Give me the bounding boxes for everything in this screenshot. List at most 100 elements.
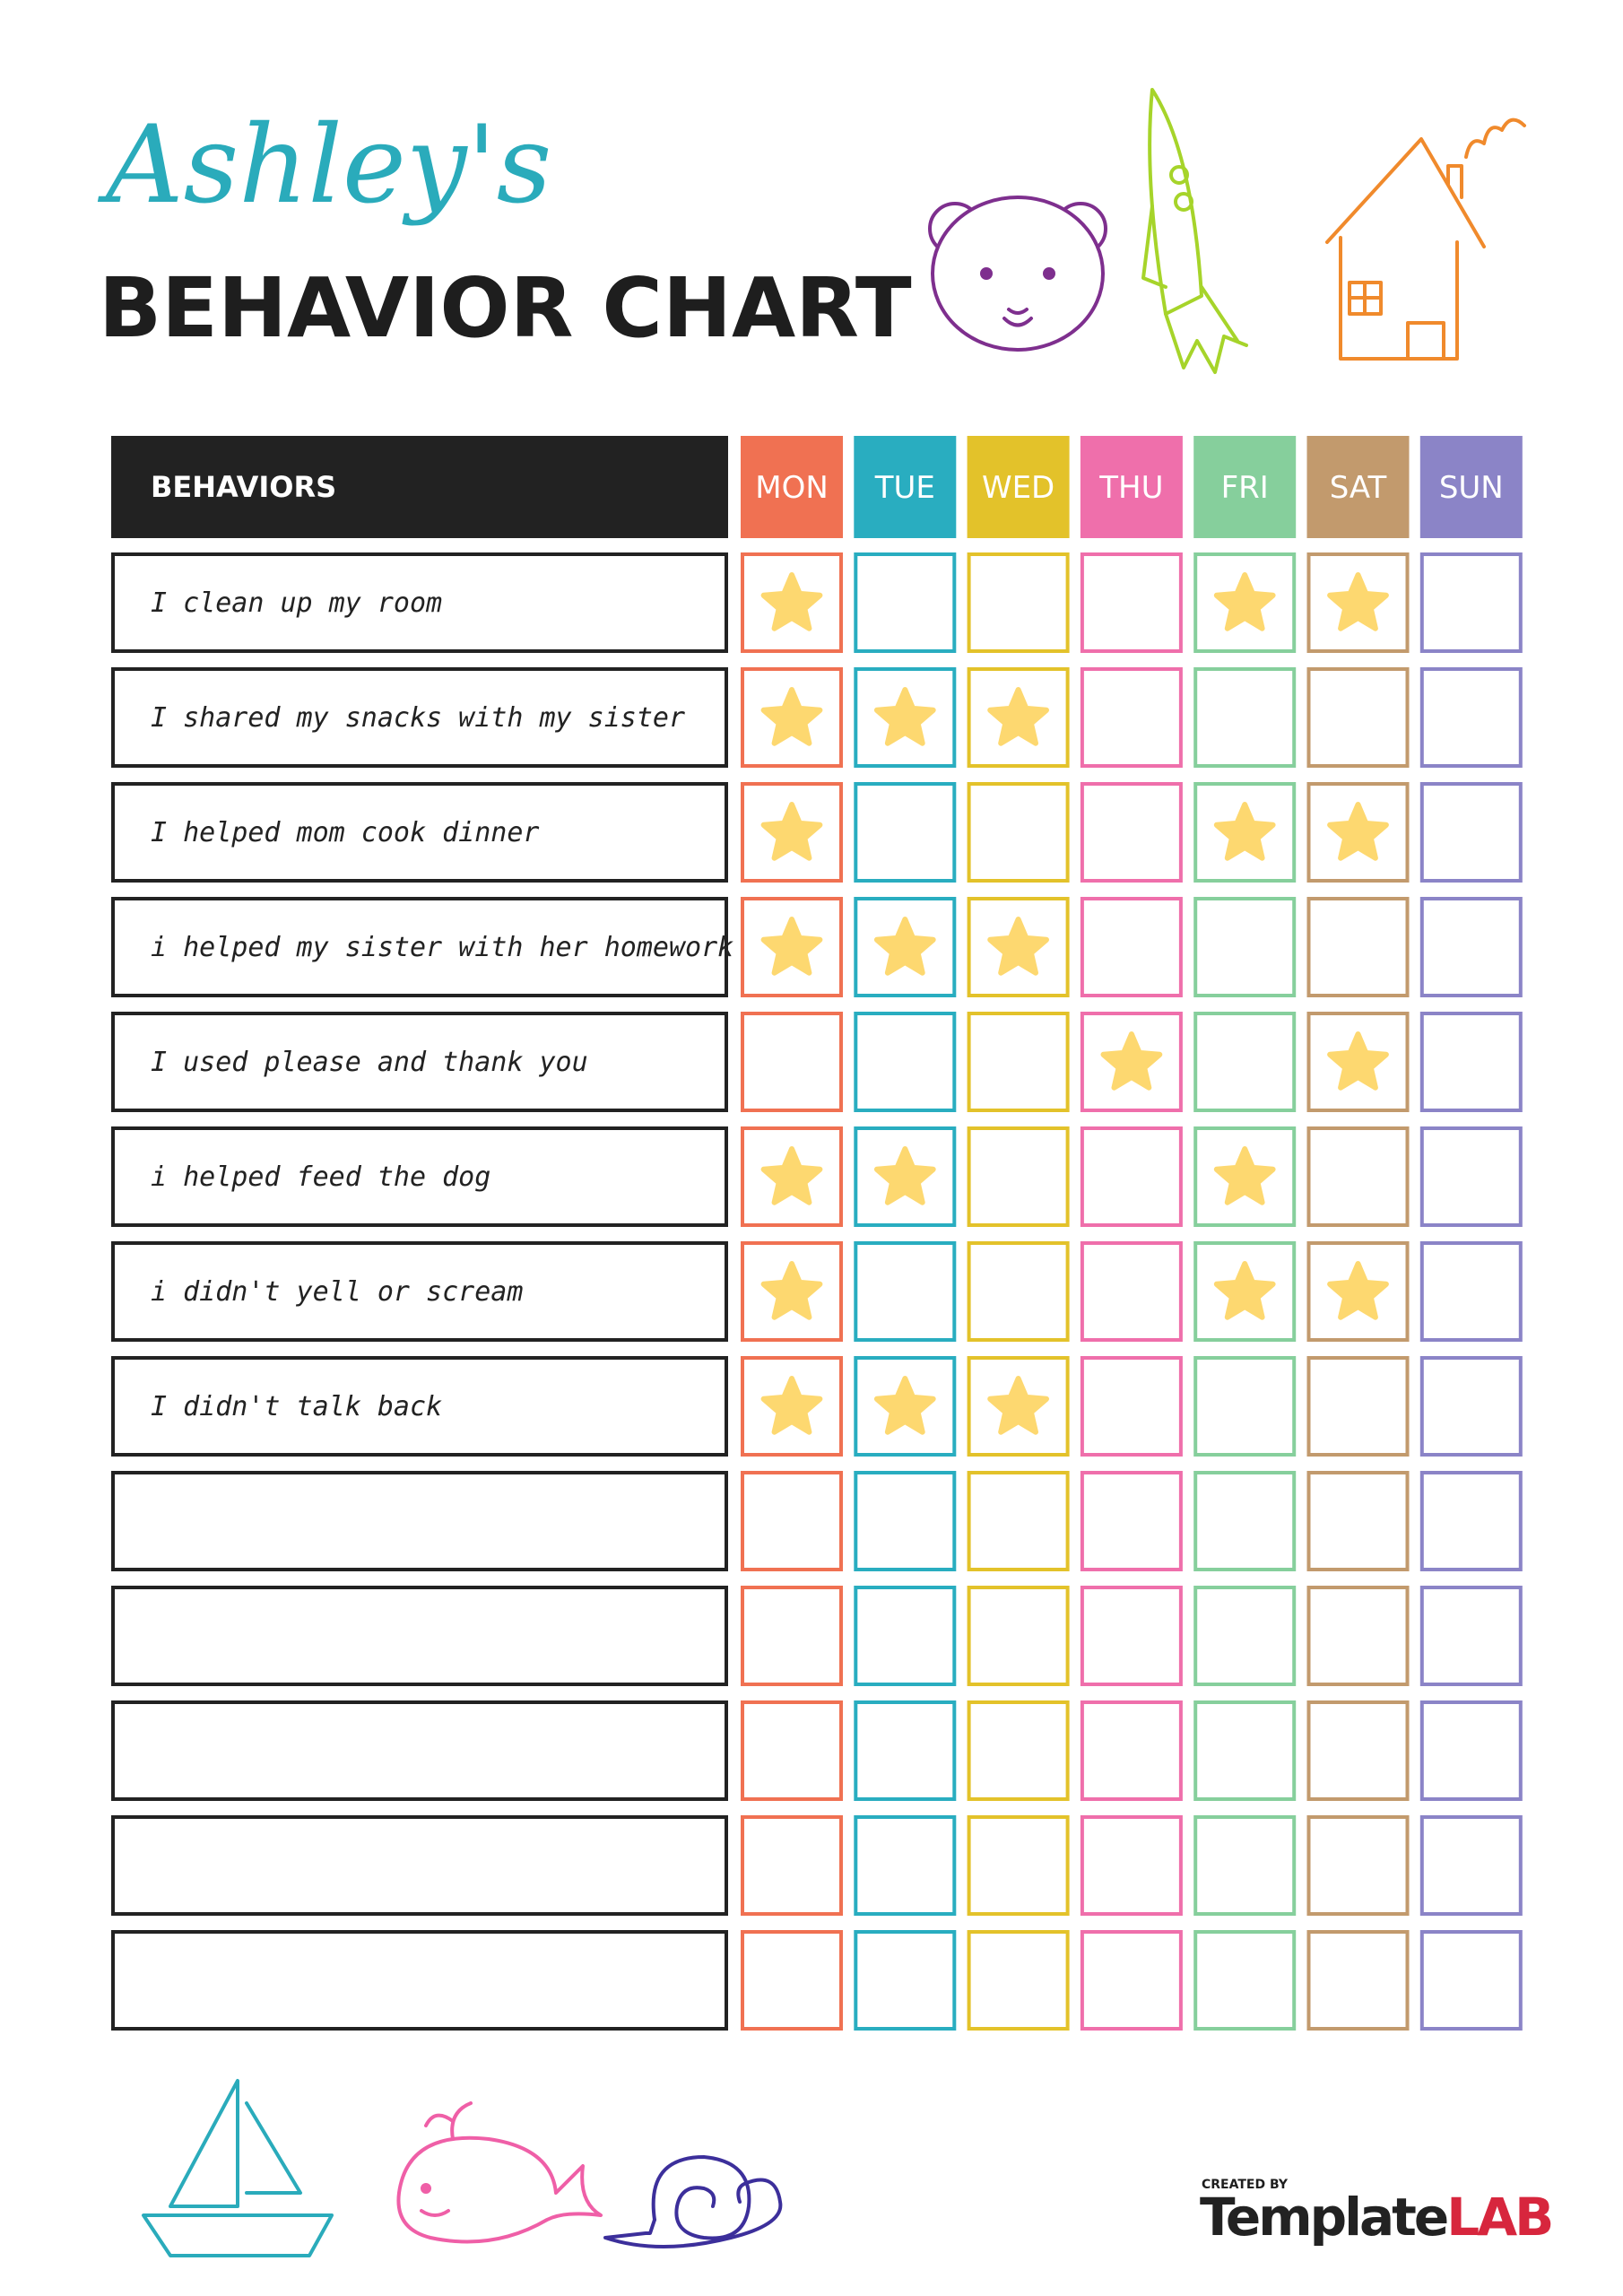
behavior-cell [111, 1700, 728, 1801]
day-cell [967, 782, 1070, 883]
day-cell [1080, 1700, 1183, 1801]
whale-doodle [396, 2101, 603, 2244]
star [873, 1146, 936, 1205]
day-cell [1419, 1356, 1523, 1457]
behavior-cell [111, 1012, 728, 1112]
day-cell [1193, 1241, 1297, 1342]
day-cell [741, 1930, 843, 2031]
day-header [1419, 436, 1523, 538]
day-cell [1419, 1815, 1523, 1916]
day-cell [967, 1700, 1070, 1801]
star [1213, 1261, 1276, 1320]
day-cell [1080, 1471, 1183, 1571]
star [873, 917, 936, 976]
star [987, 917, 1049, 976]
day-cell [741, 667, 843, 768]
day-cell [1193, 1356, 1297, 1457]
day-cell [1306, 1471, 1410, 1571]
day-header [1080, 436, 1183, 538]
star [760, 917, 823, 976]
star [987, 1376, 1049, 1435]
day-cell [1080, 1930, 1183, 2031]
day-cell [1193, 782, 1297, 883]
logo: TemplateLAB [1200, 2187, 1551, 2248]
day-cell [1193, 1012, 1297, 1112]
behavior-text: I clean up my room [151, 587, 442, 619]
day-cell [1080, 552, 1183, 653]
day-cell [1419, 897, 1523, 997]
day-cell [967, 1356, 1070, 1457]
behavior-text: i didn't yell or scream [151, 1276, 523, 1308]
day-label: SAT [1330, 470, 1387, 506]
house-doodle [1325, 117, 1526, 361]
behavior-cell [111, 1126, 728, 1227]
day-cell [1080, 1815, 1183, 1916]
day-cell [1080, 1241, 1183, 1342]
bear-doodle [928, 196, 1107, 352]
behavior-text: i helped feed the dog [151, 1161, 490, 1193]
day-cell [854, 1586, 957, 1686]
day-label: TUE [874, 470, 935, 506]
day-cell [967, 1241, 1070, 1342]
day-cell [1306, 1356, 1410, 1457]
star [1327, 1261, 1389, 1320]
day-cell [854, 1471, 957, 1571]
day-cell [854, 667, 957, 768]
day-cell [967, 1930, 1070, 2031]
chart-title: BEHAVIOR CHART [99, 260, 912, 356]
day-label: SUN [1439, 470, 1504, 506]
day-label: FRI [1221, 470, 1269, 506]
day-cell [741, 897, 843, 997]
behavior-text: I didn't talk back [151, 1391, 442, 1422]
day-cell [1306, 1930, 1410, 2031]
day-cell [741, 1356, 843, 1457]
star [1213, 572, 1276, 631]
day-cell [967, 552, 1070, 653]
day-label: THU [1098, 470, 1163, 506]
behavior-text: I shared my snacks with my sister [151, 702, 685, 734]
day-cell [854, 1356, 957, 1457]
behavior-text: I used please and thank you [151, 1047, 588, 1078]
star [760, 572, 823, 631]
day-header [741, 436, 843, 538]
day-cell [1306, 1012, 1410, 1112]
day-label: WED [982, 470, 1055, 506]
star [873, 1376, 936, 1435]
day-cell [741, 1012, 843, 1112]
day-header [854, 436, 957, 538]
behavior-text: I helped mom cook dinner [151, 817, 539, 848]
star [760, 1261, 823, 1320]
day-cell [1419, 1586, 1523, 1686]
star [1213, 802, 1276, 861]
day-cell [1193, 1700, 1297, 1801]
day-cell [741, 782, 843, 883]
day-cell [1419, 782, 1523, 883]
day-header [967, 436, 1070, 538]
snail-doodle [603, 2155, 783, 2248]
behavior-cell [111, 1930, 728, 2031]
day-cell [1080, 667, 1183, 768]
day-cell [1193, 1471, 1297, 1571]
logo-accent: LAB [1446, 2187, 1551, 2248]
behavior-cell [111, 552, 728, 653]
behavior-cell [111, 1586, 728, 1686]
day-cell [854, 1815, 957, 1916]
behavior-cell [111, 1356, 728, 1457]
day-cell [854, 1012, 957, 1112]
day-cell [1080, 1126, 1183, 1227]
day-cell [1306, 1586, 1410, 1686]
day-cell [854, 897, 957, 997]
rocket-doodle [1141, 88, 1248, 374]
day-cell [1080, 897, 1183, 997]
day-cell [967, 1471, 1070, 1571]
behaviors-header [111, 436, 728, 538]
day-cell [1306, 897, 1410, 997]
behavior-cell [111, 1815, 728, 1916]
day-cell [1419, 1241, 1523, 1342]
day-cell [1193, 1930, 1297, 2031]
star [1327, 572, 1389, 631]
day-cell [1419, 1012, 1523, 1112]
day-cell [1419, 1930, 1523, 2031]
star [760, 802, 823, 861]
day-cell [1419, 667, 1523, 768]
